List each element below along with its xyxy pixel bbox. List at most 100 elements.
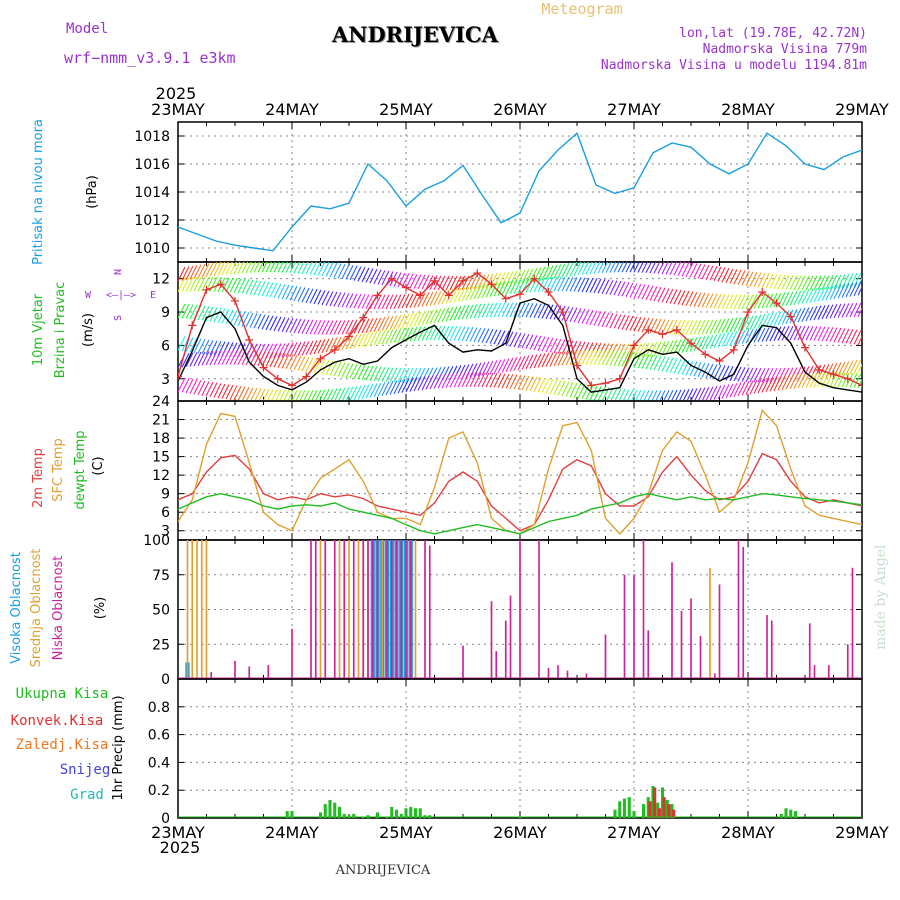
wind-barb-stroke xyxy=(417,376,426,391)
y-tick-label: 0.8 xyxy=(148,700,170,716)
wind-barb-stroke xyxy=(353,266,362,281)
series-line-brzina xyxy=(178,297,862,393)
wind-barb-stroke xyxy=(493,281,502,297)
wind-barb-stroke xyxy=(361,318,370,334)
wind-barb-stroke xyxy=(617,262,624,273)
wind-barb-stroke xyxy=(345,363,354,378)
wind-barb-stroke xyxy=(261,315,270,330)
wind-barb-stroke xyxy=(801,289,810,304)
wind-barb-stroke xyxy=(641,285,650,300)
wind-barb-stroke xyxy=(561,381,570,397)
gust-marker xyxy=(573,361,581,370)
wind-barb-stroke xyxy=(537,353,546,368)
wind-barb-stroke xyxy=(373,382,382,398)
wind-barb-stroke xyxy=(197,351,206,366)
wind-barb-stroke xyxy=(485,372,494,388)
model-name: wrf−nmm_v3.9.1 e3km xyxy=(64,49,236,67)
wind-barb-stroke xyxy=(569,350,578,366)
wind-barb-stroke xyxy=(661,357,670,372)
bar-srednja-oblacnost xyxy=(200,540,203,679)
bar-niska-oblacnost xyxy=(409,540,412,679)
panel-frame xyxy=(177,678,863,819)
wind-barb-stroke xyxy=(445,306,454,322)
precip-legend-item: Zaledj.Kisa xyxy=(16,737,109,753)
wind-barb-stroke xyxy=(501,280,510,296)
gust-marker xyxy=(316,354,325,363)
wind-barb-stroke xyxy=(717,365,726,380)
wind-barb-stroke xyxy=(301,319,310,334)
bar-ukupna-kisa xyxy=(290,811,294,818)
wind-barb-stroke xyxy=(757,272,766,288)
wind-barb-stroke xyxy=(569,382,578,398)
wind-barb-stroke xyxy=(437,290,446,305)
wind-barb-stroke xyxy=(413,274,422,289)
product-title: Meteogram xyxy=(541,0,622,18)
wind-barb-stroke xyxy=(421,375,430,391)
wind-barb-stroke xyxy=(485,302,494,318)
wind-barb-stroke xyxy=(581,384,590,400)
wind-barb-stroke xyxy=(274,389,282,401)
elevation-label: Nadmorska Visina 779m xyxy=(703,42,868,57)
wind-barb-stroke xyxy=(610,388,618,401)
wind-barb-stroke xyxy=(525,334,534,350)
wind-barb-stroke xyxy=(633,262,640,273)
wind-barb-stroke xyxy=(821,275,830,290)
wind-barb-stroke xyxy=(781,291,790,307)
wind-barb-stroke xyxy=(493,373,502,388)
wind-barb-stroke xyxy=(365,365,374,381)
wind-barb-stroke xyxy=(697,320,706,335)
wind-barb-stroke xyxy=(653,262,661,274)
wind-barb-stroke xyxy=(513,356,522,371)
wind-barb-stroke xyxy=(307,390,314,401)
wind-barb-stroke xyxy=(437,374,446,389)
wind-barb-stroke xyxy=(533,277,542,293)
wind-barb-stroke xyxy=(353,293,362,309)
bar-niska-oblacnost xyxy=(623,574,626,679)
model-label: Model xyxy=(66,21,108,37)
wind-barb-stroke xyxy=(401,313,410,329)
wind-barb-stroke xyxy=(393,272,402,287)
y-tick-label: 1018 xyxy=(134,129,170,145)
time-axis-top: 23MAY 24MAY 25MAY 26MAY 27MAY 28MAY 29MAY xyxy=(151,100,889,119)
gust-marker xyxy=(786,312,795,321)
wind-barb-stroke xyxy=(653,341,662,357)
wind-barb-stroke xyxy=(493,359,502,375)
wind-barb-stroke xyxy=(565,350,574,366)
wind-barb-stroke xyxy=(257,314,266,329)
wind-barb-stroke xyxy=(833,372,842,388)
wind-barb-stroke xyxy=(665,340,674,355)
wind-barb-stroke xyxy=(545,352,554,367)
bar-ukupna-kisa xyxy=(328,799,332,818)
wind-barb-stroke xyxy=(705,363,714,379)
bar-niska-oblacnost xyxy=(509,595,512,679)
wind-barb-stroke xyxy=(829,285,838,300)
y-tick-label: 12 xyxy=(152,272,170,288)
bar-niska-oblacnost xyxy=(504,620,507,679)
wind-barb-stroke xyxy=(789,291,798,306)
wind-barb-stroke xyxy=(613,280,622,296)
wind-barb-stroke xyxy=(573,262,582,276)
wind-barb-stroke xyxy=(201,381,210,396)
bar-ukupna-kisa xyxy=(789,809,793,818)
wind-barb-stroke xyxy=(217,350,226,365)
wind-barb-stroke xyxy=(401,368,410,383)
bar-niska-oblacnost xyxy=(267,665,270,679)
wind-barb-stroke xyxy=(513,279,522,294)
wind-barb-stroke xyxy=(613,314,622,329)
time-axis-bottom: 23MAY 24MAY 25MAY 26MAY 27MAY 28MAY 29MAY xyxy=(151,823,889,842)
wind-barb-stroke xyxy=(705,293,714,308)
wind-barb-stroke xyxy=(657,287,666,303)
wind-barb-stroke xyxy=(517,333,526,348)
bar-ukupna-kisa xyxy=(660,787,665,818)
wind-barb-stroke xyxy=(553,351,562,367)
wind-barb-stroke xyxy=(553,276,562,292)
wind-barb-stroke xyxy=(597,350,606,365)
wind-barb-stroke xyxy=(329,291,338,307)
wind-barb-stroke xyxy=(465,372,474,388)
wind-barb-stroke xyxy=(301,287,310,303)
low-cloud-title: Niska Oblacnost xyxy=(51,556,66,661)
wind-barb-stroke xyxy=(321,262,330,277)
gust-marker xyxy=(843,374,852,383)
wind-barb-stroke xyxy=(757,327,766,343)
wind-barb-stroke xyxy=(753,294,762,309)
